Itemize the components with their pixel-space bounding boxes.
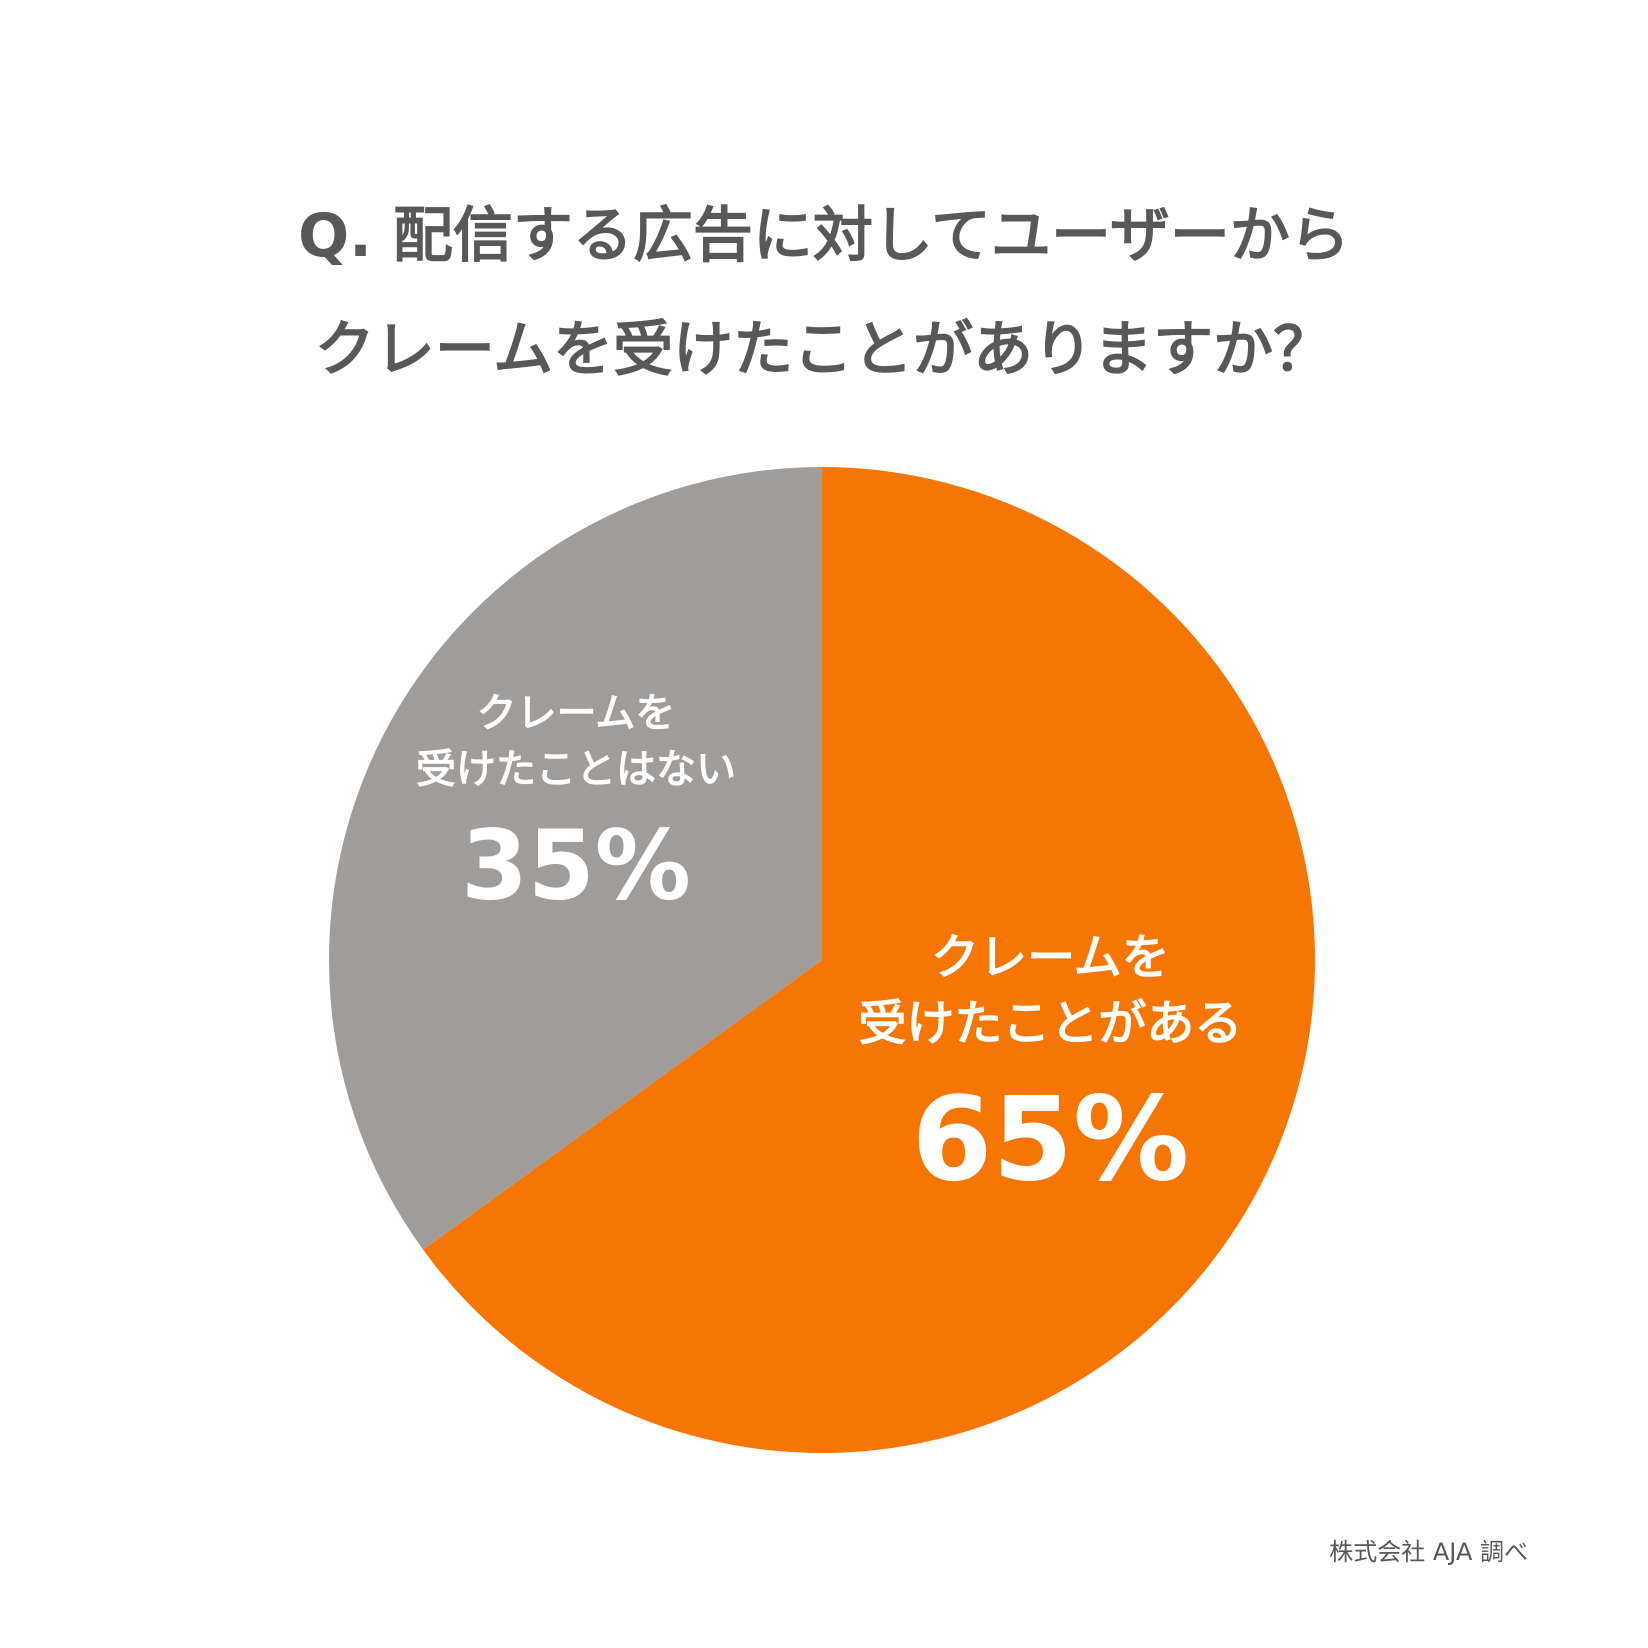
chart-title-line-1: Q. 配信する広告に対してユーザーから bbox=[298, 201, 1350, 271]
chart-title: Q. 配信する広告に対してユーザーから クレームを受けたことがありますか？ bbox=[0, 196, 1648, 390]
pie-slice-2 bbox=[328, 467, 822, 1250]
pie-label-1-line-2: 受けたことがある bbox=[858, 995, 1242, 1051]
source-note: 株式会社 AJA 調べ bbox=[1329, 1538, 1528, 1566]
pie-label-1-line-1: クレームを bbox=[931, 929, 1170, 985]
pie-value-label-2: 35% bbox=[461, 810, 691, 922]
pie-slices bbox=[328, 467, 1315, 1453]
pie-slice-1 bbox=[423, 467, 1315, 1453]
pie-label-2-line-2: 受けたことはない bbox=[416, 747, 736, 793]
chart-title-line-2: クレームを受けたことがありますか？ bbox=[314, 315, 1334, 385]
pie-value-label-1: 65% bbox=[912, 1072, 1190, 1207]
pie-label-2-line-1: クレームを bbox=[477, 691, 676, 737]
